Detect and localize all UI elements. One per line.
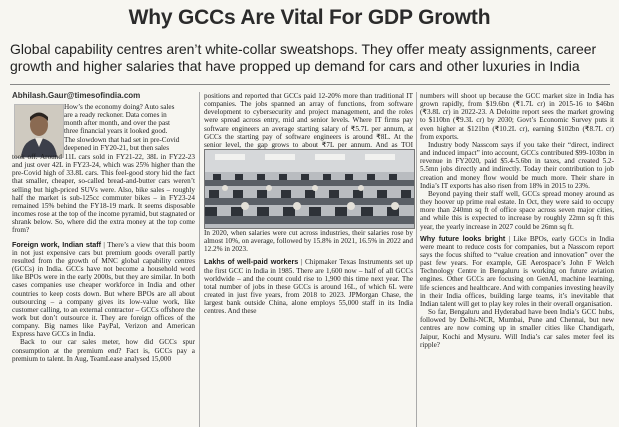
standfirst-line-2: growth and higher salaries that have pro… [10, 58, 580, 74]
intro-paragraph: took off. Around 11L cars sold in FY21-2… [12, 153, 195, 235]
paragraph: There’s a view that this boom in not jus… [12, 240, 195, 339]
column-1-section: Foreign work, Indian staff | There’s a v… [12, 239, 195, 339]
intro-line: are a ready reckoner. Data comes in [64, 111, 167, 120]
divider-rule [10, 84, 610, 85]
paragraph: Beyond paying their staff well, GCCs spr… [420, 189, 614, 231]
paragraph: Chipmaker Texas Instruments set up the f… [204, 258, 413, 316]
column-1-body: took off. Around 11L cars sold in FY21-2… [12, 153, 195, 363]
paragraph: In 2020, when salaries were cut across i… [204, 229, 413, 254]
byline: Abhilash.Gaur@timesofindia.com [12, 91, 141, 100]
column-3: numbers will shoot up because the GCC ma… [420, 92, 614, 349]
standfirst-line-1: Global capability centres aren’t white-c… [10, 41, 597, 57]
intro-line: month after month, and over the past [64, 119, 170, 128]
intro-line: deepened in FY20-21, but then sales [64, 143, 169, 152]
column-1-intro: How’s the economy doing? Auto sales are … [12, 103, 195, 152]
standfirst: Global capability centres aren’t white-c… [10, 41, 615, 75]
paragraph: Industry body Nasscom says if you take t… [420, 140, 614, 190]
subhead-future-bright: Why future looks bright [420, 233, 506, 243]
intro-line: How’s the economy doing? Auto sales [64, 103, 175, 111]
column-divider [416, 92, 417, 427]
office-photo [204, 149, 415, 229]
subhead-foreign-work: Foreign work, Indian staff [12, 239, 102, 249]
intro-line: The slowdown that had set in pre-Covid [64, 135, 180, 144]
headline: Why GCCs Are Vital For GDP Growth [128, 6, 491, 29]
paragraph: So far, Bengaluru and Hyderabad have bee… [420, 308, 614, 349]
column-divider [199, 92, 200, 427]
subhead-lakhs-of-workers: Lakhs of well-paid workers [204, 257, 299, 267]
column-3-section: Why future looks bright | Like BPOs, ear… [420, 233, 615, 308]
paragraph: Back to our car sales meter, how did GCC… [12, 338, 195, 363]
paragraph: Like BPOs, early GCCs in India were mean… [420, 234, 615, 308]
paragraph: numbers will shoot up because the GCC ma… [420, 92, 614, 141]
intro-line: three financial years it looked good. [64, 127, 168, 136]
column-2-bottom: In 2020, when salaries were cut across i… [204, 229, 413, 316]
column-2-section: Lakhs of well-paid workers | Chipmaker T… [204, 257, 413, 316]
author-photo [14, 104, 64, 158]
